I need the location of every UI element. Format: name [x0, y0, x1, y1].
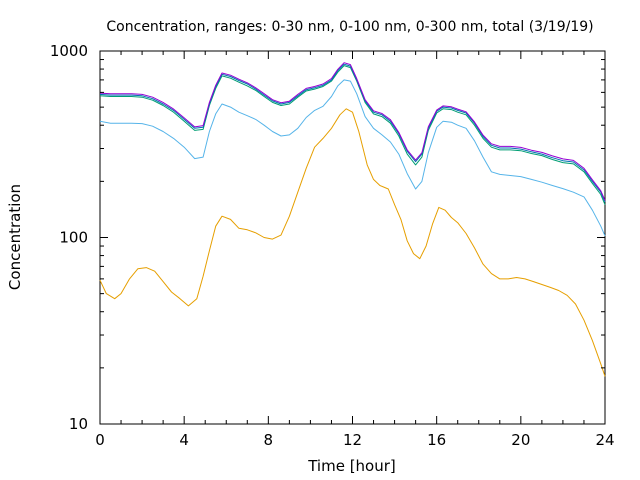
series-line-2	[99, 79, 606, 237]
y-tick-label: 1000	[50, 42, 88, 60]
y-tick-label: 10	[69, 415, 88, 433]
series-layer	[99, 62, 606, 377]
x-tick-label: 24	[595, 431, 614, 449]
series-line-4	[99, 63, 606, 203]
series-line-3	[99, 65, 606, 205]
x-axis-label: Time [hour]	[307, 457, 396, 475]
plot-frame	[99, 50, 606, 425]
x-tick-label: 4	[179, 431, 189, 449]
x-tick-label: 12	[343, 431, 362, 449]
chart-title: Concentration, ranges: 0-30 nm, 0-100 nm…	[106, 19, 593, 35]
series-line-1	[99, 108, 606, 377]
x-tick-label: 20	[511, 431, 530, 449]
x-tick-label: 16	[427, 431, 446, 449]
x-tick-label: 8	[264, 431, 274, 449]
tick-layer: 0 4 8 12 16 20 24 10 100 1000	[50, 42, 615, 449]
y-axis-label: Concentration	[6, 184, 24, 290]
x-tick-label: 0	[95, 431, 105, 449]
y-tick-label: 100	[59, 229, 88, 247]
series-line-5	[99, 62, 606, 201]
